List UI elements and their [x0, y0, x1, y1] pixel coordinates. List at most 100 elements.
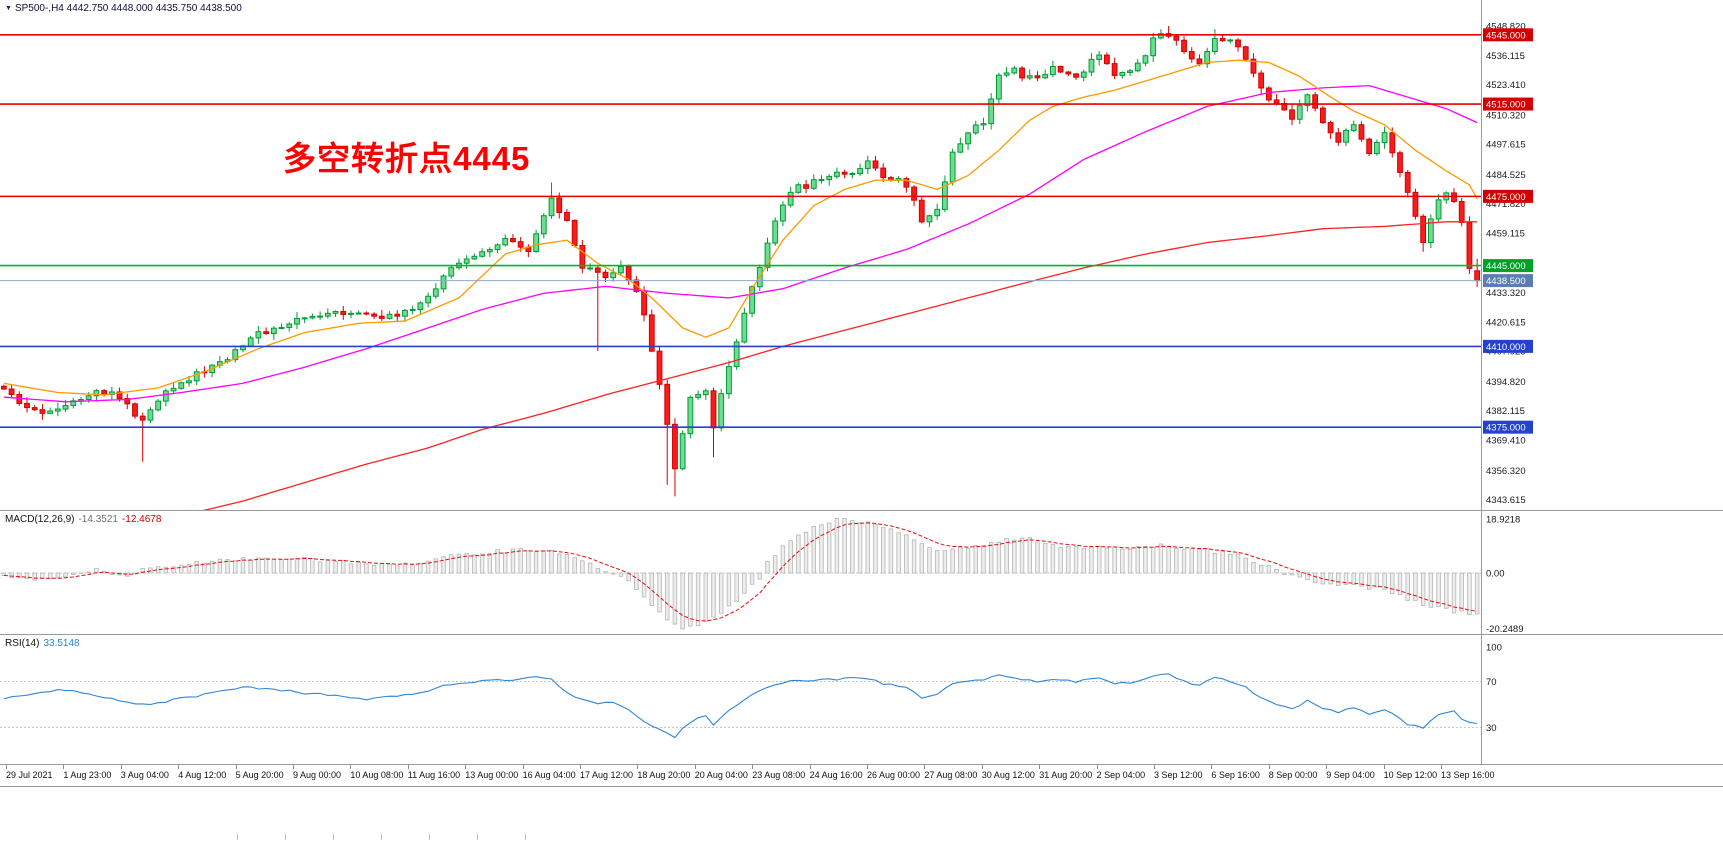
- axis-label: 4369.410: [1486, 436, 1526, 447]
- axis-label: 4536.115: [1486, 51, 1525, 62]
- time-tick: [981, 765, 983, 769]
- time-label: 16 Aug 04:00: [522, 770, 576, 780]
- trend-annotation: 多空转折点4445: [283, 140, 531, 177]
- time-tick: [580, 765, 581, 769]
- symbol-quote-line: ▼ SP500-,H4 4442.750 4448.000 4435.750 44…: [5, 3, 242, 14]
- time-label: 17 Aug 12:00: [580, 770, 634, 780]
- price-chart[interactable]: 4548.820 4536.115 4523.410 4510.320 4497.615…: [0, 0, 1723, 510]
- time-tick: [637, 765, 639, 769]
- time-tick: [350, 765, 352, 769]
- time-tick: [924, 765, 926, 769]
- candlesticks: [0, 26, 1481, 497]
- footer-tick: [237, 834, 238, 840]
- time-tick: [120, 765, 122, 769]
- time-tick: [694, 765, 696, 769]
- time-label: 10 Sep 12:00: [1383, 770, 1438, 780]
- rsi-chart[interactable]: 100 70 30: [0, 635, 1723, 764]
- time-label: 18 Aug 20:00: [637, 770, 691, 780]
- time-tick: [1441, 765, 1442, 769]
- collapse-triangle-icon[interactable]: ▼: [5, 5, 12, 12]
- ma-slow-line: [202, 221, 1478, 510]
- time-label: 2 Sep 04:00: [1096, 770, 1146, 780]
- price-scale[interactable]: [1482, 0, 1723, 786]
- ma-mid-line: [3, 84, 1478, 403]
- price-axis-separator: [1481, 0, 1482, 786]
- time-label: 30 Aug 12:00: [981, 770, 1035, 780]
- axis-label: 4410.000: [1486, 342, 1526, 353]
- time-label: 6 Sep 16:00: [1211, 770, 1260, 780]
- time-tick: [1096, 765, 1098, 769]
- time-label: 8 Sep 00:00: [1268, 770, 1318, 780]
- axis-label: 4433.320: [1486, 288, 1526, 299]
- axis-label: 4497.615: [1486, 140, 1526, 151]
- rsi-name: RSI(14): [5, 638, 40, 649]
- time-label: 23 Aug 08:00: [752, 770, 806, 780]
- price-badge-4445.000: [1483, 259, 1533, 273]
- footer-tick: [285, 834, 286, 840]
- axis-label: 4475.000: [1486, 192, 1526, 203]
- rsi-value: 33.5148: [43, 638, 80, 649]
- axis-label: 4471.820: [1486, 199, 1526, 210]
- time-axis[interactable]: 29 Jul 2021 1 Aug 23:00 3 Aug 04:00 4 Aug 1…: [0, 765, 1723, 786]
- price-badge-4410.000: [1483, 339, 1533, 353]
- macd-histogram: [1, 517, 1480, 630]
- time-tick: [752, 765, 754, 769]
- axis-label: -20.2489: [1486, 624, 1524, 634]
- macd-main-value: -14.3521: [78, 514, 118, 525]
- panel-separator: [0, 764, 1723, 765]
- footer-tick: [525, 834, 526, 840]
- macd-name: MACD(12,26,9): [5, 514, 75, 525]
- ma-fast-line: [3, 59, 1478, 396]
- axis-label: 18.9218: [1486, 515, 1520, 526]
- rsi-indicator-label: RSI(14) 33.5148: [5, 638, 80, 649]
- time-tick: [465, 765, 467, 769]
- axis-label: 4548.820: [1486, 22, 1526, 33]
- time-tick: [63, 765, 65, 769]
- time-label: 4 Aug 12:00: [178, 770, 227, 780]
- footer-tick: [477, 834, 478, 840]
- panel-separator: [0, 510, 1723, 511]
- time-label: 9 Aug 00:00: [293, 770, 342, 780]
- axis-label: 4545.000: [1486, 30, 1526, 41]
- axis-label: 70: [1486, 677, 1497, 688]
- axis-label: 4356.320: [1486, 466, 1526, 477]
- time-tick: [178, 765, 180, 769]
- time-label: 10 Aug 08:00: [350, 770, 404, 780]
- macd-signal-line: [3, 522, 1478, 622]
- time-label: 3 Sep 12:00: [1154, 770, 1203, 780]
- axis-label: 4484.525: [1486, 170, 1526, 181]
- time-tick: [293, 765, 294, 769]
- axis-label: 4459.115: [1486, 229, 1525, 240]
- axis-label: 4510.320: [1486, 110, 1526, 121]
- time-tick: [1383, 765, 1385, 769]
- time-tick: [1211, 765, 1213, 769]
- time-tick: [407, 765, 409, 769]
- macd-chart[interactable]: 18.9218 0.00 -20.2489: [0, 511, 1723, 634]
- footer-tick: [381, 834, 382, 840]
- rsi-line: [3, 673, 1478, 739]
- axis-label: 4394.820: [1486, 377, 1526, 388]
- time-label: 5 Aug 20:00: [235, 770, 284, 780]
- time-label: 31 Aug 20:00: [1039, 770, 1093, 780]
- axis-label: 4445.000: [1486, 261, 1526, 272]
- time-label: 13 Sep 16:00: [1441, 770, 1495, 780]
- panel-separator: [0, 634, 1723, 635]
- time-tick: [1039, 765, 1041, 769]
- price-badge-4515.000: [1483, 97, 1533, 111]
- time-label: 1 Aug 23:00: [63, 770, 112, 780]
- axis-label: 100: [1486, 643, 1502, 654]
- axis-label: 4375.000: [1486, 423, 1526, 434]
- time-label: 27 Aug 08:00: [924, 770, 978, 780]
- status-strip: [0, 787, 1723, 843]
- time-label: 26 Aug 00:00: [867, 770, 921, 780]
- price-badge-4375.000: [1483, 420, 1533, 434]
- panel-separator: [0, 786, 1723, 787]
- time-tick: [235, 765, 237, 769]
- time-label: 20 Aug 04:00: [694, 770, 748, 780]
- price-badge-4545.000: [1483, 28, 1533, 42]
- axis-label: 4382.115: [1486, 406, 1525, 417]
- footer-tick: [333, 834, 334, 840]
- axis-label: 30: [1486, 723, 1497, 734]
- time-label: 11 Aug 16:00: [407, 770, 461, 780]
